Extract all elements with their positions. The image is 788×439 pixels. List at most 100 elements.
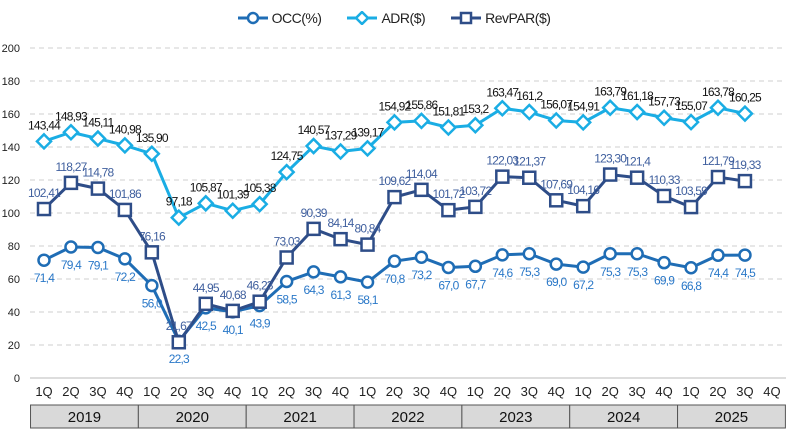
data-point <box>117 202 133 218</box>
y-tick-label: 0 <box>14 373 20 385</box>
legend-label: RevPAR($) <box>485 10 551 26</box>
data-label: 121,4 <box>624 155 651 169</box>
x-tick-label: 2Q <box>170 384 187 399</box>
data-point <box>441 202 456 218</box>
data-point <box>520 103 539 121</box>
data-label: 114,78 <box>82 166 114 180</box>
x-tick-label: 4Q <box>548 384 565 399</box>
data-point <box>412 112 431 130</box>
data-label: 163,79 <box>594 85 627 99</box>
data-point <box>198 296 214 312</box>
data-point <box>252 294 267 309</box>
data-point <box>143 144 161 163</box>
data-label: 74,5 <box>735 266 756 280</box>
data-label: 155,86 <box>405 98 438 112</box>
data-label: 140,98 <box>109 122 142 136</box>
data-point <box>414 182 429 198</box>
data-point <box>64 240 78 254</box>
x-tick-label: 3Q <box>521 384 538 399</box>
x-tick-label: 1Q <box>35 384 52 399</box>
data-label: 154,92 <box>379 99 412 113</box>
data-point <box>118 252 132 266</box>
year-label: 2022 <box>391 409 424 426</box>
x-tick-label: 1Q <box>575 384 592 399</box>
data-label: 157,73 <box>648 95 681 109</box>
data-point <box>116 136 134 155</box>
x-tick-label: 1Q <box>682 384 699 399</box>
square-marker-icon <box>451 11 482 25</box>
data-label: 69,9 <box>654 274 675 288</box>
y-tick-label: 180 <box>2 76 20 88</box>
data-label: 71,4 <box>34 271 55 285</box>
x-tick-label: 3Q <box>628 384 645 399</box>
y-tick-label: 40 <box>8 307 20 319</box>
data-label: 97,18 <box>166 195 193 209</box>
data-point <box>711 248 725 262</box>
data-point <box>657 255 671 270</box>
data-label: 73,2 <box>411 268 432 282</box>
data-point <box>655 108 673 127</box>
legend-item-revpar[interactable]: RevPAR($) <box>451 10 551 26</box>
data-point <box>710 169 726 185</box>
x-tick-label: 4Q <box>440 384 457 399</box>
data-point <box>35 132 53 151</box>
data-label: 40,1 <box>223 323 244 337</box>
data-label: 73,03 <box>274 235 301 249</box>
y-tick-label: 100 <box>2 208 20 220</box>
data-point <box>90 181 106 196</box>
data-point <box>441 260 456 275</box>
legend-label: OCC(%) <box>271 10 322 26</box>
legend-item-occ[interactable]: OCC(%) <box>237 10 322 26</box>
data-point <box>360 275 375 289</box>
data-label: 104,16 <box>567 183 600 197</box>
legend-item-adr[interactable]: ADR($) <box>347 10 426 26</box>
data-label: 42,5 <box>196 319 217 333</box>
series-occ: 71,4 79,4 79,1 72,2 56,0 22,3 42,5 40,1 43,9 58,5… <box>34 240 757 366</box>
data-label: 44,95 <box>193 281 220 295</box>
data-point <box>333 270 348 284</box>
y-tick-label: 120 <box>2 175 20 187</box>
year-label: 2023 <box>499 409 532 426</box>
x-tick-label: 4Q <box>332 384 349 399</box>
data-point <box>684 261 698 275</box>
data-label: 84,14 <box>328 216 355 230</box>
data-point <box>89 129 107 148</box>
data-label: 66,8 <box>681 279 702 293</box>
data-point <box>576 260 590 274</box>
data-label: 109,62 <box>379 174 412 188</box>
data-point <box>629 170 645 185</box>
data-label: 72,2 <box>115 270 136 284</box>
data-label: 140,57 <box>298 123 331 137</box>
data-point <box>466 116 485 134</box>
data-label: 110,33 <box>649 173 681 187</box>
data-label: 105,87 <box>190 180 223 194</box>
year-box <box>677 404 786 429</box>
data-point <box>171 334 187 350</box>
x-tick-label: 4Q <box>116 384 133 399</box>
data-label: 163,78 <box>702 85 735 99</box>
data-label: 107,69 <box>540 177 573 191</box>
y-tick-label: 160 <box>2 109 20 121</box>
year-label: 2025 <box>715 409 748 426</box>
data-point <box>37 253 51 267</box>
data-point <box>630 247 644 261</box>
diamond-marker-icon <box>347 11 378 25</box>
data-label: 90,39 <box>301 206 328 220</box>
data-label: 153,2 <box>462 102 489 116</box>
data-point <box>387 254 402 268</box>
data-point <box>548 193 564 208</box>
data-point <box>279 274 294 289</box>
x-tick-label: 3Q <box>413 384 430 399</box>
data-label: 80,84 <box>355 222 382 236</box>
data-point <box>63 175 79 191</box>
data-label: 102,41 <box>28 186 61 200</box>
data-point <box>277 163 296 181</box>
x-tick-label: 1Q <box>251 384 268 399</box>
data-label: 75,3 <box>600 265 621 279</box>
data-point <box>145 278 159 293</box>
data-label: 119,33 <box>729 158 761 172</box>
data-point <box>709 98 727 117</box>
x-tick-label: 3Q <box>89 384 106 399</box>
